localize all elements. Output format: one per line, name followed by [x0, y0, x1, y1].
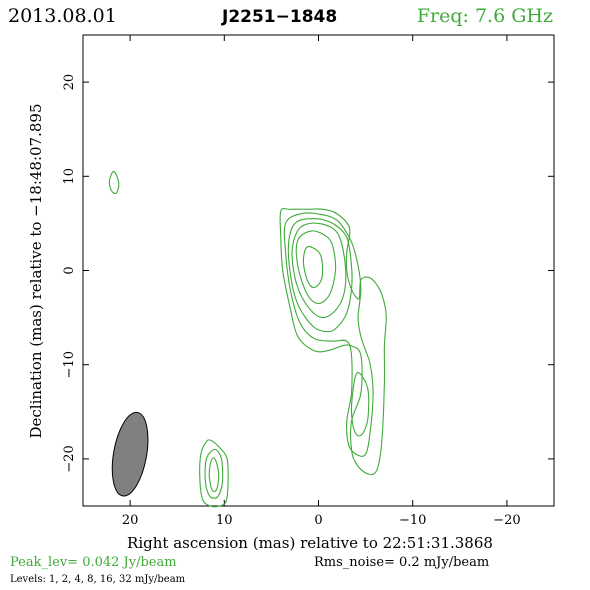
contour-level-1: [108, 170, 120, 195]
contour-level-32: [302, 246, 324, 289]
y-tick-label: 10: [62, 168, 77, 185]
contour-level-16: [295, 230, 337, 305]
y-tick-label: 20: [62, 74, 77, 91]
x-tick-label: −10: [399, 513, 426, 528]
frequency-label: Freq: 7.6 GHz: [417, 5, 553, 27]
y-tick-label: −20: [62, 445, 77, 472]
contour-level-2: [204, 448, 224, 499]
axis-ticks: [83, 35, 554, 506]
peak-level: Peak_lev= 0.042 Jy/beam: [10, 555, 177, 570]
x-tick-labels: 20 10 0 −10 −20: [122, 513, 521, 528]
y-tick-labels: 20 10 0 −10 −20: [62, 74, 77, 473]
contour-level-4: [208, 457, 220, 493]
contour-set: [108, 170, 387, 508]
contour-level-2: [283, 212, 374, 457]
contour-level-1: [199, 439, 229, 508]
x-tick-label: 10: [216, 513, 233, 528]
rms-noise: Rms_noise= 0.2 mJy/beam: [314, 555, 489, 570]
beam-ellipse: [111, 411, 149, 497]
y-tick-label: 0: [62, 266, 77, 274]
source-name: J2251−1848: [221, 7, 337, 27]
contour-level-8: [291, 222, 347, 319]
y-tick-label: −10: [62, 351, 77, 378]
contour-level-4: [350, 371, 370, 437]
x-axis-label: Right ascension (mas) relative to 22:51:…: [127, 534, 493, 552]
observation-date: 2013.08.01: [8, 5, 117, 27]
plot-frame: [82, 34, 555, 507]
beam-ellipse-group: [111, 411, 149, 497]
contour-level-4: [287, 218, 353, 333]
contour-levels-text: Levels: 1, 2, 4, 8, 16, 32 mJy/beam: [10, 574, 186, 585]
x-tick-label: 0: [314, 513, 322, 528]
y-axis-label: Declination (mas) relative to −18:48:07.…: [27, 103, 45, 438]
x-tick-label: −20: [493, 513, 520, 528]
x-tick-label: 20: [122, 513, 139, 528]
